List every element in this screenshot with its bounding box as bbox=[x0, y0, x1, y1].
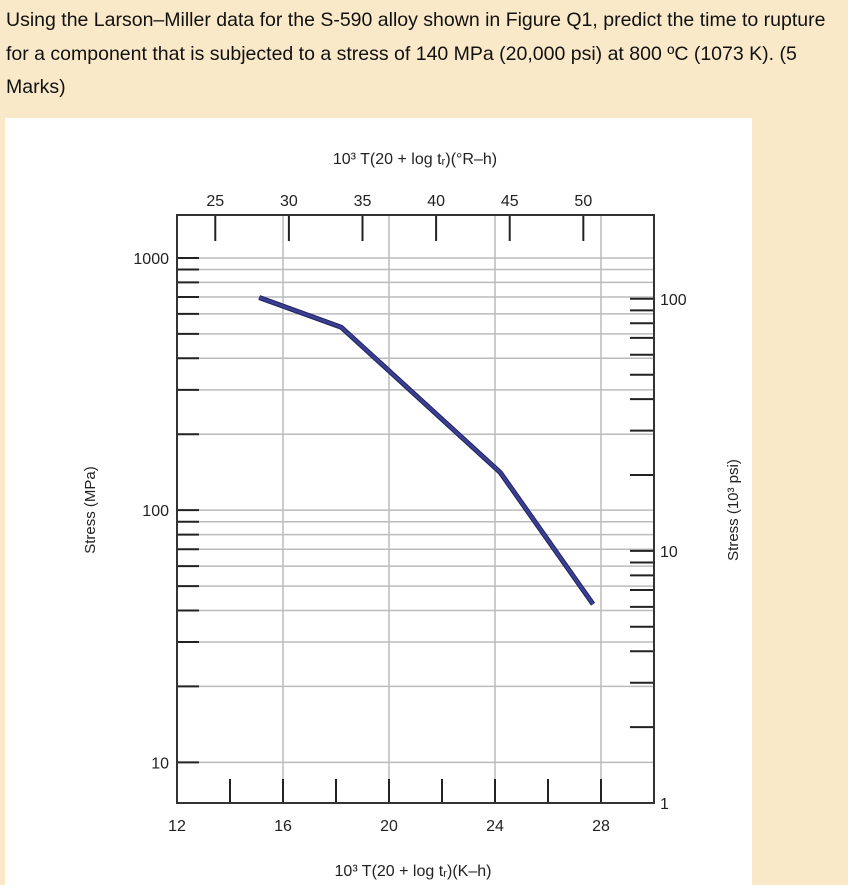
y-right-axis-label: Stress (10³ psi) bbox=[725, 459, 742, 561]
x-tick-label: 28 bbox=[592, 818, 610, 835]
y-right-tick-label: 10 bbox=[660, 544, 678, 561]
figure-panel bbox=[5, 118, 752, 885]
x-top-tick-label: 30 bbox=[280, 193, 298, 210]
series bbox=[258, 295, 596, 606]
x-top-tick-label: 45 bbox=[501, 193, 519, 210]
x-top-axis-label: 10³ T(20 + log tᵣ)(°R–h) bbox=[333, 151, 497, 168]
data-point bbox=[499, 472, 501, 474]
data-point bbox=[340, 326, 342, 328]
y-axis-label: Stress (MPa) bbox=[82, 466, 99, 554]
x-top-tick-label: 25 bbox=[206, 193, 224, 210]
x-tick-label: 24 bbox=[486, 818, 504, 835]
x-tick-label: 16 bbox=[274, 818, 292, 835]
grid bbox=[177, 215, 654, 803]
y-right-tick-label: 1 bbox=[660, 796, 669, 813]
x-tick-label: 12 bbox=[168, 818, 186, 835]
y-tick-label: 1000 bbox=[133, 251, 169, 268]
data-point bbox=[592, 603, 594, 605]
ticks bbox=[177, 215, 654, 803]
x-axis-label: 10³ T(20 + log tᵣ)(K–h) bbox=[335, 863, 492, 880]
plot-frame bbox=[176, 214, 655, 804]
x-tick-label: 20 bbox=[380, 818, 398, 835]
x-top-tick-label: 35 bbox=[354, 193, 372, 210]
series-line-outline bbox=[258, 295, 596, 606]
series-line bbox=[258, 296, 595, 605]
y-right-tick-label: 100 bbox=[660, 292, 687, 309]
x-top-tick-label: 50 bbox=[574, 193, 592, 210]
data-point bbox=[258, 296, 260, 298]
question-text: Using the Larson–Miller data for the S-5… bbox=[6, 9, 826, 98]
x-top-tick-label: 40 bbox=[427, 193, 445, 210]
y-tick-label: 10 bbox=[151, 755, 169, 772]
tick-labels: 12 16 20 24 28 25 30 35 40 45 50 10 100 1000 1 10 100 bbox=[133, 193, 686, 835]
y-tick-label: 100 bbox=[142, 503, 169, 520]
